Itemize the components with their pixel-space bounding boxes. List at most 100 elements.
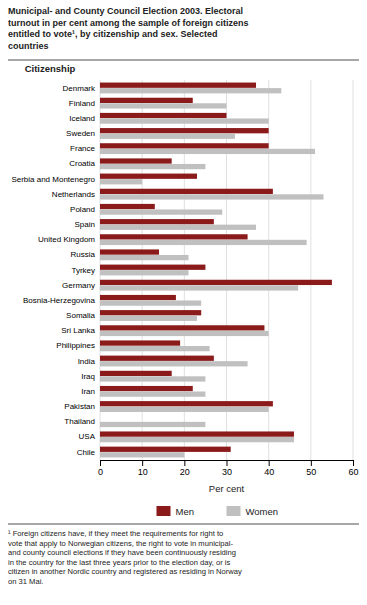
- x-tick: 10: [138, 460, 148, 477]
- bar: [100, 209, 222, 214]
- bar: [100, 118, 269, 123]
- y-tick: USA: [79, 432, 96, 441]
- y-tick: Russia: [71, 250, 96, 259]
- bar: [100, 265, 205, 270]
- bar: [100, 316, 197, 321]
- footnote-line: in the country for the last three years …: [8, 558, 231, 567]
- y-tick-label: Finland: [69, 99, 95, 108]
- y-tick-label: Tyrkey: [71, 266, 95, 275]
- x-tick-label: 40: [264, 467, 274, 477]
- y-tick: Croatia: [69, 159, 95, 168]
- legend: MenWomen: [157, 506, 279, 517]
- legend-label: Women: [246, 506, 279, 517]
- x-tick: 30: [222, 460, 232, 477]
- y-axis: DenmarkFinlandIcelandSwedenFranceCroatia…: [11, 84, 96, 457]
- y-tick-label: Russia: [71, 250, 96, 259]
- x-tick-mark: [311, 460, 312, 466]
- bar: [100, 83, 256, 88]
- x-tick-mark: [269, 460, 270, 466]
- bar: [100, 234, 248, 239]
- bar: [100, 280, 332, 285]
- bar: [100, 331, 269, 336]
- title-line: entitled to vote¹, by citizenship and se…: [8, 29, 218, 39]
- bar: [100, 225, 256, 230]
- legend-swatch: [157, 506, 171, 516]
- bar: [100, 407, 269, 412]
- bar: [100, 340, 180, 345]
- y-tick-label: Philippines: [56, 341, 95, 350]
- bar: [100, 88, 281, 93]
- footnote-line: on 31 Mai.: [8, 577, 43, 586]
- series: [100, 83, 332, 452]
- bar: [100, 295, 176, 300]
- bar: [100, 310, 201, 315]
- bar: [100, 98, 193, 103]
- title-line: turnout in per cent among the sample of …: [8, 18, 249, 28]
- x-tick-label: 60: [348, 467, 358, 477]
- y-tick: Iran: [81, 387, 95, 396]
- bar: [100, 240, 307, 245]
- bar: [100, 386, 193, 391]
- title: Municipal- and County Council Election 2…: [8, 6, 249, 51]
- bar: [100, 325, 264, 330]
- y-tick-label: Sri Lanka: [61, 326, 95, 335]
- legend-swatch: [227, 506, 241, 516]
- bar: [100, 401, 273, 406]
- y-tick-label: USA: [79, 432, 96, 441]
- bar: [100, 391, 205, 396]
- y-tick-label: Poland: [70, 205, 95, 214]
- bar: [100, 204, 155, 209]
- y-tick: Spain: [75, 220, 95, 229]
- footnote-line: citizen in another Nordic country and re…: [8, 567, 242, 576]
- y-tick: Sweden: [66, 129, 95, 138]
- y-tick-label: Iran: [81, 387, 95, 396]
- y-tick: Bosnia-Herzegovina: [23, 296, 96, 305]
- bar: [100, 113, 227, 118]
- footnote-line: ¹ Foreign citizens have, if they meet th…: [8, 529, 223, 538]
- y-tick-label: India: [78, 357, 96, 366]
- y-tick: Thailand: [64, 417, 95, 426]
- bar: [100, 158, 172, 163]
- x-tick-mark: [227, 460, 228, 466]
- bar: [100, 189, 273, 194]
- chart-svg: Municipal- and County Council Election 2…: [0, 0, 367, 605]
- bar: [100, 416, 101, 421]
- bar: [100, 134, 235, 139]
- legend-item: Women: [227, 506, 279, 517]
- y-tick: Iceland: [69, 114, 95, 123]
- y-axis-title: Citizenship: [25, 63, 76, 74]
- bar: [100, 285, 298, 290]
- y-tick: Somalia: [66, 311, 95, 320]
- bar: [100, 452, 184, 457]
- bar: [100, 174, 197, 179]
- y-tick-label: Thailand: [64, 417, 95, 426]
- y-tick-label: Iraq: [81, 372, 95, 381]
- bar: [100, 346, 210, 351]
- x-tick-mark: [184, 460, 185, 466]
- y-tick-label: Bosnia-Herzegovina: [23, 296, 96, 305]
- bar: [100, 149, 315, 154]
- y-tick-label: Netherlands: [52, 190, 95, 199]
- y-tick-label: United Kingdom: [38, 235, 95, 244]
- y-tick: India: [78, 357, 96, 366]
- y-tick: Philippines: [56, 341, 95, 350]
- y-tick: Chile: [77, 448, 96, 457]
- y-tick-label: Croatia: [69, 159, 95, 168]
- x-tick-label: 50: [306, 467, 316, 477]
- bar: [100, 219, 214, 224]
- y-tick: Finland: [69, 99, 95, 108]
- bar: [100, 422, 205, 427]
- y-tick-label: Germany: [62, 281, 95, 290]
- bar: [100, 356, 214, 361]
- y-tick: Netherlands: [52, 190, 95, 199]
- chart-container: Municipal- and County Council Election 2…: [0, 0, 367, 605]
- y-tick: Denmark: [63, 84, 96, 93]
- grid-line: [353, 80, 354, 460]
- bar: [100, 431, 294, 436]
- bar: [100, 447, 231, 452]
- x-axis-title: Per cent: [209, 483, 245, 494]
- y-tick: United Kingdom: [38, 235, 95, 244]
- x-tick: 0: [98, 460, 103, 477]
- bar: [100, 376, 205, 381]
- title-line: Municipal- and County Council Election 2…: [8, 6, 243, 16]
